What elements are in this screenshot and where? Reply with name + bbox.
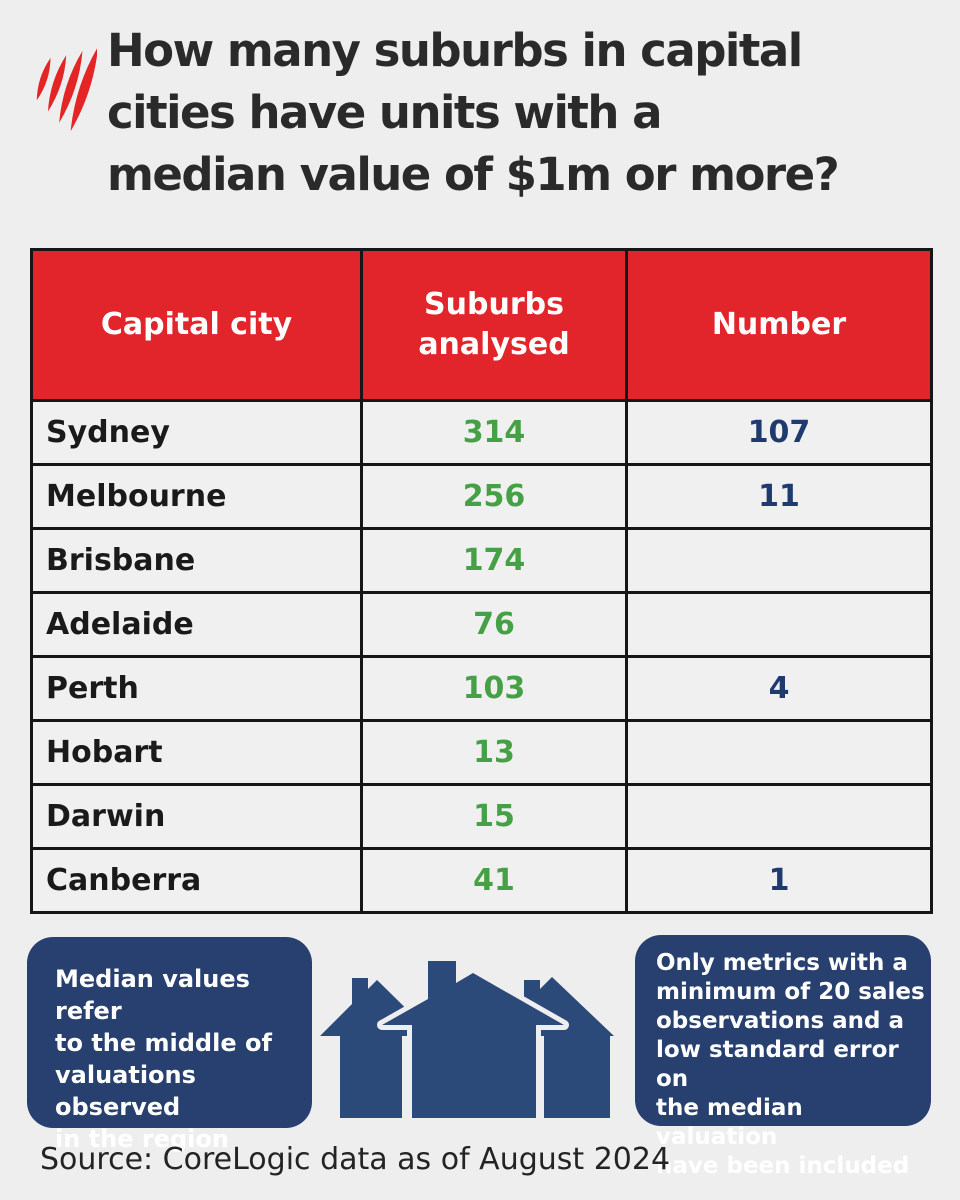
- suburbs-cell: 256: [360, 463, 628, 530]
- city-cell: Canberra: [30, 847, 363, 914]
- header-capital-city: Capital city: [30, 248, 363, 402]
- suburbs-cell: 174: [360, 527, 628, 594]
- source-attribution: Source: CoreLogic data as of August 2024: [40, 1142, 671, 1177]
- note-right-line: the median valuation: [656, 1095, 803, 1150]
- number-cell: [625, 591, 933, 658]
- city-cell: Sydney: [30, 399, 363, 466]
- note-median-values: Median values refer to the middle of val…: [27, 937, 312, 1153]
- table-row: Brisbane 174: [30, 527, 933, 594]
- note-metrics-included: Only metrics with a minimum of 20 sales …: [635, 935, 931, 1179]
- city-cell: Brisbane: [30, 527, 363, 594]
- suburbs-table: Capital city Suburbs analysed Number Syd…: [30, 248, 933, 914]
- suburbs-cell: 76: [360, 591, 628, 658]
- table-row: Hobart 13: [30, 719, 933, 786]
- page-title: How many suburbs in capital cities have …: [107, 20, 937, 206]
- table-header-row: Capital city Suburbs analysed Number: [30, 248, 933, 402]
- city-cell: Perth: [30, 655, 363, 722]
- suburbs-cell: 41: [360, 847, 628, 914]
- page-title-line-2: cities have units with a: [107, 86, 662, 139]
- page-title-line-1: How many suburbs in capital: [107, 24, 803, 77]
- note-left-line: Median values refer: [55, 965, 250, 1025]
- city-cell: Darwin: [30, 783, 363, 850]
- note-left-line: to the middle of: [55, 1029, 272, 1057]
- header-suburbs-analysed: Suburbs analysed: [360, 248, 628, 402]
- table-row: Perth 103 4: [30, 655, 933, 722]
- table-row: Darwin 15: [30, 783, 933, 850]
- number-cell: [625, 527, 933, 594]
- city-cell: Melbourne: [30, 463, 363, 530]
- table-row: Canberra 41 1: [30, 847, 933, 914]
- number-cell: [625, 719, 933, 786]
- header-number: Number: [625, 248, 933, 402]
- number-cell: 107: [625, 399, 933, 466]
- city-cell: Adelaide: [30, 591, 363, 658]
- number-cell: 4: [625, 655, 933, 722]
- note-left-line: in the region: [55, 1125, 229, 1153]
- suburbs-cell: 15: [360, 783, 628, 850]
- note-left-line: valuations observed: [55, 1061, 196, 1121]
- note-right-line: observations and a: [656, 1008, 905, 1034]
- houses-icon: [320, 956, 614, 1120]
- suburbs-cell: 103: [360, 655, 628, 722]
- table-row: Sydney 314 107: [30, 399, 933, 466]
- note-right-line: low standard error on: [656, 1037, 899, 1092]
- table-row: Adelaide 76: [30, 591, 933, 658]
- note-right-line: Only metrics with a: [656, 950, 908, 976]
- table-row: Melbourne 256 11: [30, 463, 933, 530]
- suburbs-cell: 13: [360, 719, 628, 786]
- note-right-line: have been included: [656, 1153, 910, 1179]
- note-right-line: minimum of 20 sales: [656, 979, 925, 1005]
- number-cell: [625, 783, 933, 850]
- city-cell: Hobart: [30, 719, 363, 786]
- suburbs-cell: 314: [360, 399, 628, 466]
- number-cell: 11: [625, 463, 933, 530]
- page-title-line-3: median value of $1m or more?: [107, 148, 840, 201]
- number-cell: 1: [625, 847, 933, 914]
- sbs-logo-icon: [36, 46, 97, 132]
